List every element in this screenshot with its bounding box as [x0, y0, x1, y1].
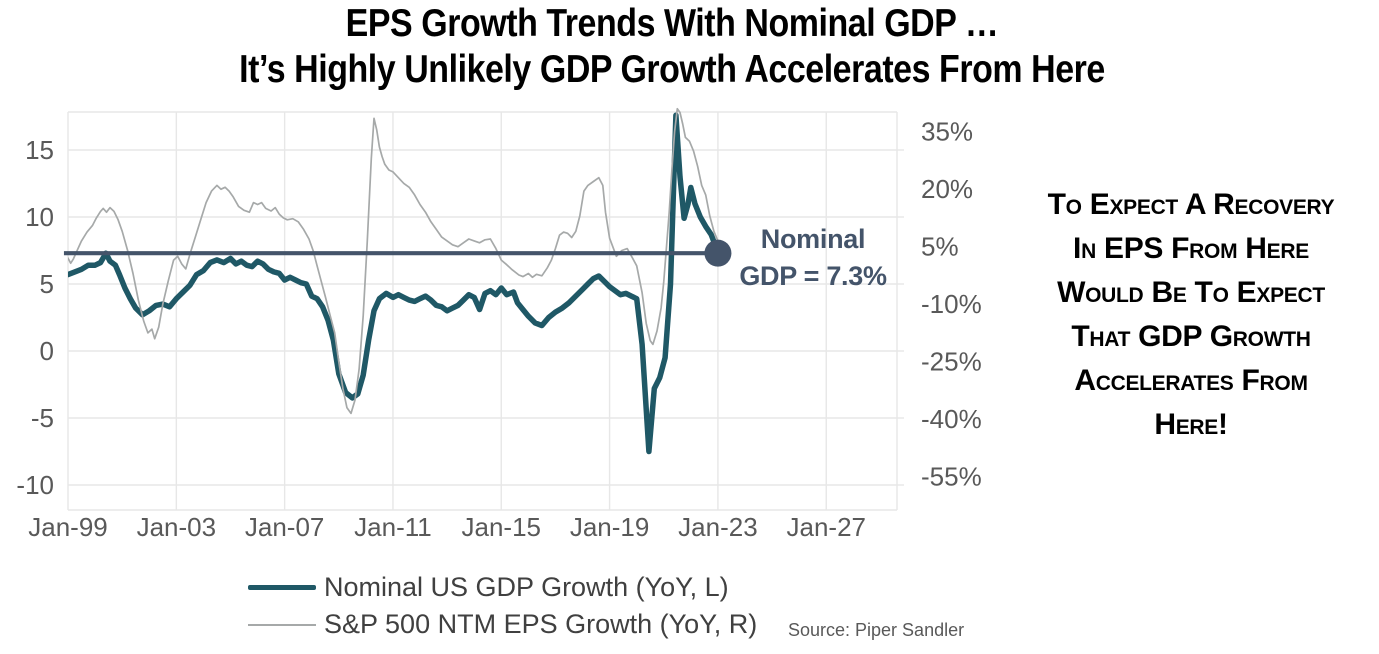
legend-item-gdp: Nominal US GDP Growth (YoY, L)	[248, 569, 757, 606]
right-axis-tick-label: 35%	[921, 117, 973, 147]
x-axis-tick-label: Jan-19	[570, 512, 650, 542]
chart-title-line-2: It’s Highly Unlikely GDP Growth Accelera…	[239, 48, 1105, 91]
chart-title-line-1: EPS Growth Trends With Nominal GDP …	[345, 2, 999, 45]
left-axis-tick-label: -10	[16, 470, 54, 500]
right-axis-tick-label: 5%	[921, 232, 959, 262]
x-axis-tick-label: Jan-15	[462, 512, 542, 542]
right-axis-tick-label: -10%	[921, 289, 982, 319]
right-axis-tick-label: -40%	[921, 404, 982, 434]
eps-gdp-chart: 15 10 5 0 -5 -10 35% 20% 5% -10% -25% -40% -55% Jan-9…	[16, 107, 982, 542]
x-axis-tick-label: Jan-11	[354, 512, 432, 542]
left-axis-tick-label: 0	[40, 336, 54, 366]
x-axis-tick-label: Jan-07	[245, 512, 325, 542]
source-note: Source: Piper Sandler	[788, 620, 965, 640]
side-note: To Expect A Recovery In EPS From Here Wo…	[1006, 183, 1376, 447]
nominal-gdp-callout: Nominal GDP = 7.3%	[734, 221, 892, 295]
x-axis-tick-label: Jan-03	[137, 512, 217, 542]
left-axis-tick-label: 10	[25, 202, 54, 232]
latest-gdp-marker-dot	[704, 239, 732, 267]
x-axis-tick-label: Jan-27	[786, 512, 866, 542]
side-note-line: Accelerates From	[1074, 364, 1308, 397]
legend-item-eps: S&P 500 NTM EPS Growth (YoY, R)	[248, 606, 757, 643]
eps-line-swatch	[248, 623, 316, 626]
nominal-gdp-callout-line-1: Nominal	[760, 224, 866, 254]
x-axis-tick-label: Jan-99	[28, 512, 108, 542]
side-note-line: In EPS From Here	[1073, 232, 1309, 265]
side-note-line: That GDP Growth	[1071, 320, 1311, 353]
chart-title: EPS Growth Trends With Nominal GDP … It’…	[0, 1, 1344, 93]
side-note-line: Would Be To Expect	[1057, 276, 1325, 309]
gdp-line-swatch	[248, 585, 316, 590]
nominal-gdp-callout-line-2: GDP = 7.3%	[739, 261, 887, 291]
gridlines	[67, 111, 904, 511]
side-note-line: To Expect A Recovery	[1047, 188, 1335, 221]
left-axis-tick-label: 5	[40, 269, 54, 299]
legend-label-gdp: Nominal US GDP Growth (YoY, L)	[324, 572, 729, 602]
side-note-line: Here!	[1154, 408, 1228, 441]
left-axis-tick-label: 15	[25, 135, 54, 165]
x-axis-tick-label: Jan-23	[678, 512, 758, 542]
right-axis-tick-label: 20%	[921, 174, 973, 204]
gdp-growth-line	[68, 112, 721, 455]
legend-label-eps: S&P 500 NTM EPS Growth (YoY, R)	[324, 609, 758, 639]
right-axis-tick-label: -25%	[921, 347, 982, 377]
chart-legend: Nominal US GDP Growth (YoY, L) S&P 500 N…	[248, 569, 757, 643]
left-axis-tick-label: -5	[31, 403, 54, 433]
right-axis-tick-label: -55%	[921, 462, 982, 492]
